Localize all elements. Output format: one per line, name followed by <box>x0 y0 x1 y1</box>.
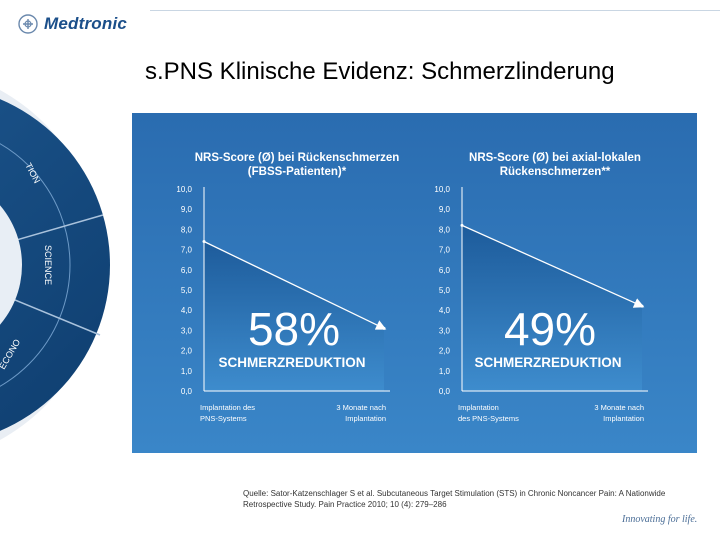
wheel-label-middle: SCIENCE <box>43 245 53 285</box>
chart-2-trend-line <box>461 224 645 308</box>
chart-1-category-2-line-1: 3 Monate nach <box>336 403 386 412</box>
chart-1-ytick-4: 7,0 <box>181 246 193 255</box>
source-caption: Quelle: Sator-Katzenschlager S et al. Su… <box>243 489 666 509</box>
slide-title: s.PNS Klinische Evidenz: Schmerzlinderun… <box>145 58 615 85</box>
chart-2-ytick-4: 7,0 <box>439 246 451 255</box>
chart-1-category-2-line-2: Implantation <box>345 414 386 423</box>
chart-1-ytick-1: 10,0 <box>176 185 192 194</box>
chart-2-ytick-5: 6,0 <box>439 266 451 275</box>
chart-2-reduction-caption: SCHMERZREDUKTION <box>475 355 622 370</box>
chart-1-ytick-3: 8,0 <box>181 225 193 234</box>
chart-2-ytick-9: 2,0 <box>439 347 451 356</box>
chart-1-ytick-8: 3,0 <box>181 326 193 335</box>
chart-1-reduction-value: 58% <box>248 303 340 355</box>
medtronic-logo-icon <box>18 14 38 34</box>
chart-2-title-line-1: NRS-Score (Ø) bei axial-lokalen <box>469 152 641 164</box>
chart-1-ytick-2: 9,0 <box>181 205 193 214</box>
header-divider <box>150 10 720 11</box>
background-wheel: TION SCIENCE ECONO <box>0 90 110 440</box>
chart-2-area <box>462 225 642 391</box>
chart-2-reduction-value: 49% <box>504 303 596 355</box>
chart-2-title-line-2: Rückenschmerzen** <box>500 166 611 178</box>
chart-2-ytick-10: 1,0 <box>439 367 451 376</box>
chart-1-trend-line <box>203 240 387 330</box>
chart-2-ytick-7: 4,0 <box>439 306 451 315</box>
chart-1-ytick-7: 4,0 <box>181 306 193 315</box>
chart-2-category-1-line-2: des PNS-Systems <box>458 414 519 423</box>
chart-2-ytick-6: 5,0 <box>439 286 451 295</box>
chart-1-ytick-10: 1,0 <box>181 367 193 376</box>
chart-2-ytick-8: 3,0 <box>439 326 451 335</box>
brand-tagline: Innovating for life. <box>622 514 698 525</box>
chart-2-ytick-11: 0,0 <box>439 387 451 396</box>
brand-name: Medtronic <box>44 14 128 33</box>
chart-2-category-2-line-1: 3 Monate nach <box>594 403 644 412</box>
chart-2-ytick-2: 9,0 <box>439 205 451 214</box>
chart-1-category-1-line-2: PNS-Systems <box>200 414 247 423</box>
chart-1-ytick-5: 6,0 <box>181 266 193 275</box>
chart-1-area <box>204 241 384 391</box>
chart-panel: NRS-Score (Ø) bei Rückenschmerzen (FBSS-P… <box>132 113 697 453</box>
chart-2-ytick-3: 8,0 <box>439 225 451 234</box>
chart-2-category-2-line-2: Implantation <box>603 414 644 423</box>
chart-1-ytick-11: 0,0 <box>181 387 193 396</box>
brand-logo: Medtronic <box>18 14 127 34</box>
chart-2-category-1-line-1: Implantation <box>458 403 499 412</box>
chart-1-ytick-6: 5,0 <box>181 286 193 295</box>
chart-2-ytick-1: 10,0 <box>434 185 450 194</box>
chart-1-title-line-1: NRS-Score (Ø) bei Rückenschmerzen <box>195 152 400 164</box>
chart-1-reduction-caption: SCHMERZREDUKTION <box>219 355 366 370</box>
chart-1-ytick-9: 2,0 <box>181 347 193 356</box>
chart-1-category-1-line-1: Implantation des <box>200 403 255 412</box>
chart-1-title-line-2: (FBSS-Patienten)* <box>248 166 347 178</box>
